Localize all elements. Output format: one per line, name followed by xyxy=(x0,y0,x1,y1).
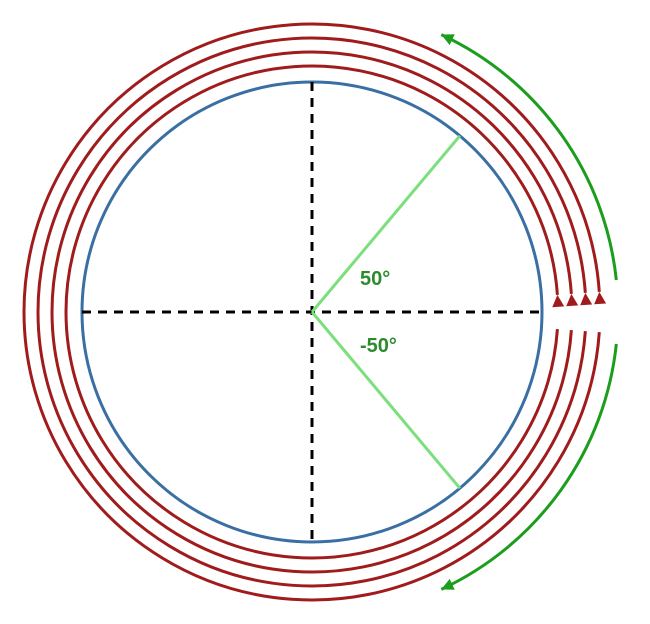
spiral-diagram: 50° -50° xyxy=(0,0,650,624)
arrowhead xyxy=(580,293,592,305)
green-arc-bottom xyxy=(441,344,616,589)
angle-label-0: 50° xyxy=(360,268,390,290)
angle-label-1: -50° xyxy=(360,335,397,357)
green-arc-top xyxy=(441,35,616,280)
arrowhead xyxy=(594,292,606,304)
arrowhead xyxy=(566,294,578,306)
arrowhead xyxy=(552,295,564,307)
